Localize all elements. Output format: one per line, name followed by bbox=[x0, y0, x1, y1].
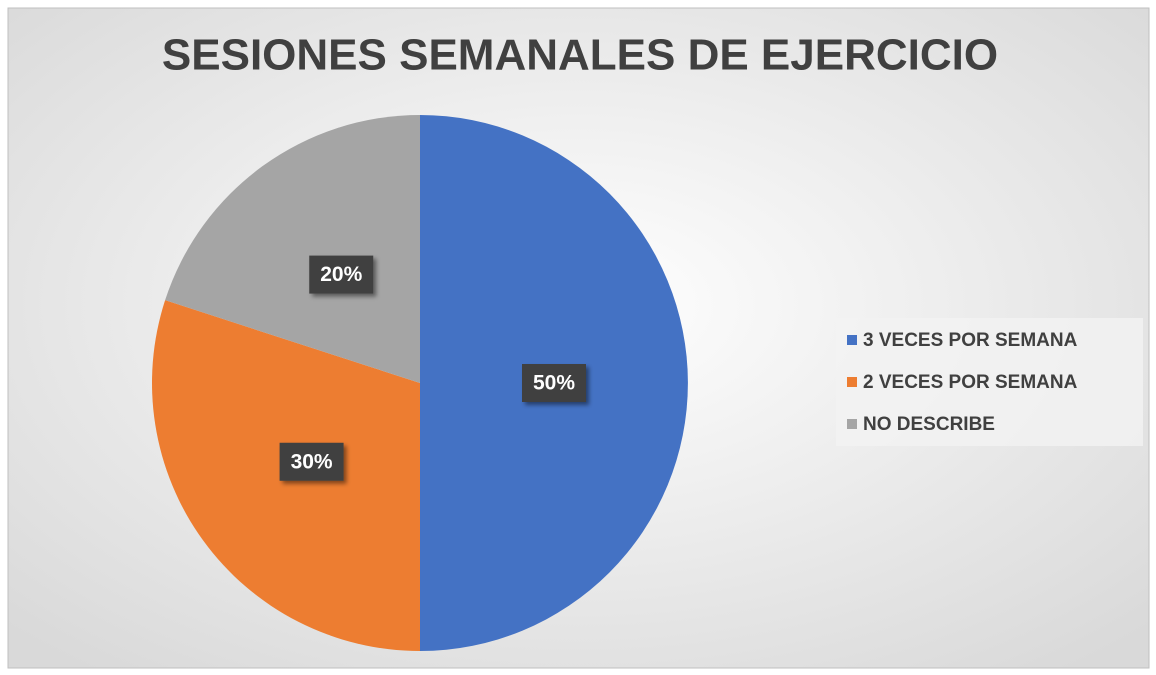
pie-slice bbox=[165, 115, 420, 383]
data-label-box bbox=[522, 364, 586, 402]
legend-label: 2 VECES POR SEMANA bbox=[863, 372, 1078, 393]
legend-label: NO DESCRIBE bbox=[863, 414, 995, 435]
chart-title: SESIONES SEMANALES DE EJERCICIO bbox=[162, 31, 998, 80]
legend-marker bbox=[847, 377, 857, 387]
legend-label: 3 VECES POR SEMANA bbox=[863, 330, 1078, 351]
data-label-box bbox=[309, 255, 374, 294]
legend-marker bbox=[847, 335, 857, 345]
data-label: 50% bbox=[533, 372, 575, 395]
data-label: 30% bbox=[291, 450, 333, 473]
legend-box bbox=[836, 318, 1143, 446]
data-label: 20% bbox=[320, 263, 362, 286]
legend-marker bbox=[847, 419, 857, 429]
data-label-box bbox=[279, 442, 344, 481]
